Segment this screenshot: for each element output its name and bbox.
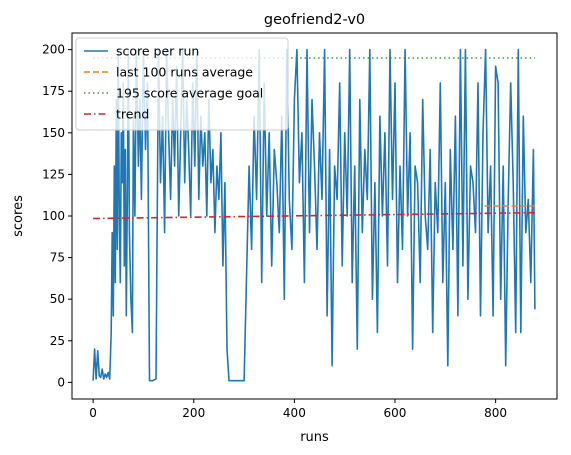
x-tick-label: 400 (283, 406, 306, 420)
y-tick-label: 125 (42, 167, 65, 181)
x-tick-label: 600 (384, 406, 407, 420)
plot-series (92, 48, 536, 382)
y-tick-label: 0 (57, 375, 65, 389)
legend: score per run last 100 runs average 195 sc… (75, 37, 289, 131)
legend-label: trend (116, 107, 149, 122)
y-tick-label: 200 (42, 43, 65, 57)
legend-label: last 100 runs average (116, 65, 253, 80)
y-tick-label: 75 (50, 251, 65, 265)
y-axis-label: scores (11, 195, 26, 237)
y-axis-ticks: 0 25 50 75 100 125 150 175 200 (42, 43, 72, 389)
x-tick-label: 200 (182, 406, 205, 420)
y-tick-label: 50 (50, 292, 65, 306)
y-tick-label: 175 (42, 84, 65, 98)
series-line-trend (93, 211, 535, 220)
legend-label: 195 score average goal (116, 86, 263, 101)
legend-label: score per run (116, 44, 199, 59)
y-tick-label: 150 (42, 126, 65, 140)
series-line-score-per-run (92, 48, 536, 382)
legend-box (75, 37, 289, 131)
x-tick-label: 800 (484, 406, 507, 420)
x-axis-label: runs (300, 430, 329, 445)
y-tick-label: 100 (42, 209, 65, 223)
x-axis-ticks: 0 200 400 600 800 (89, 399, 507, 420)
x-tick-label: 0 (89, 406, 97, 420)
y-tick-label: 25 (50, 334, 65, 348)
chart-title: geofriend2-v0 (264, 12, 365, 28)
